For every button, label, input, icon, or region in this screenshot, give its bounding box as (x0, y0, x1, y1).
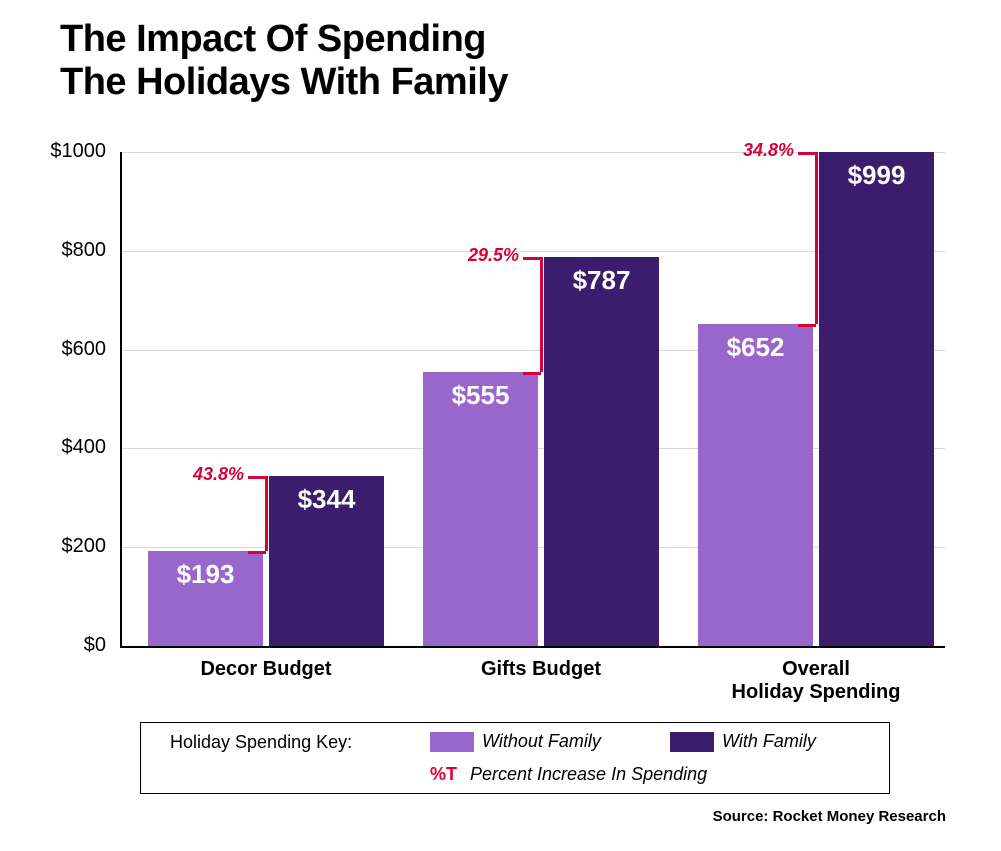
bar-value-label: $555 (423, 380, 538, 411)
increase-line (815, 152, 818, 323)
y-tick-label: $200 (0, 535, 106, 558)
bar-without-family: $193 (148, 551, 263, 646)
legend-item-label: With Family (722, 731, 816, 752)
category-label: OverallHoliday Spending (678, 658, 954, 704)
legend-title: Holiday Spending Key: (170, 732, 352, 753)
bar-value-label: $344 (269, 484, 384, 515)
increase-line (265, 476, 268, 551)
legend-item-label: Percent Increase In Spending (470, 764, 707, 785)
y-tick-label: $400 (0, 436, 106, 459)
percent-increase-label: 29.5% (468, 245, 519, 266)
bar-value-label: $999 (819, 160, 934, 191)
y-tick-label: $600 (0, 338, 106, 361)
percent-increase-label: 34.8% (743, 140, 794, 161)
legend-swatch (430, 732, 474, 752)
bar-value-label: $193 (148, 559, 263, 590)
category-label: Decor Budget (128, 658, 404, 681)
bar-with-family: $787 (544, 257, 659, 646)
y-tick-label: $1000 (0, 140, 106, 163)
y-tick-label: $0 (0, 634, 106, 657)
bar-value-label: $652 (698, 332, 813, 363)
percent-increase-label: 43.8% (193, 464, 244, 485)
bar-without-family: $555 (423, 372, 538, 646)
x-axis (120, 646, 945, 648)
y-tick-label: $800 (0, 239, 106, 262)
bar-without-family: $652 (698, 324, 813, 646)
increase-tick-bottom (248, 551, 266, 554)
legend-item-label: Without Family (482, 731, 601, 752)
increase-line (540, 257, 543, 372)
page-title: The Impact Of SpendingThe Holidays With … (60, 18, 508, 103)
bar-with-family: $344 (269, 476, 384, 646)
percent-symbol-icon: %T (430, 764, 457, 785)
category-label: Gifts Budget (403, 658, 679, 681)
legend-swatch (670, 732, 714, 752)
y-axis (120, 152, 122, 646)
bar-with-family: $999 (819, 152, 934, 646)
source-attribution: Source: Rocket Money Research (713, 808, 946, 825)
increase-tick-top (798, 152, 816, 155)
increase-tick-top (248, 476, 266, 479)
bar-value-label: $787 (544, 265, 659, 296)
increase-tick-bottom (798, 324, 816, 327)
increase-tick-bottom (523, 372, 541, 375)
increase-tick-top (523, 257, 541, 260)
